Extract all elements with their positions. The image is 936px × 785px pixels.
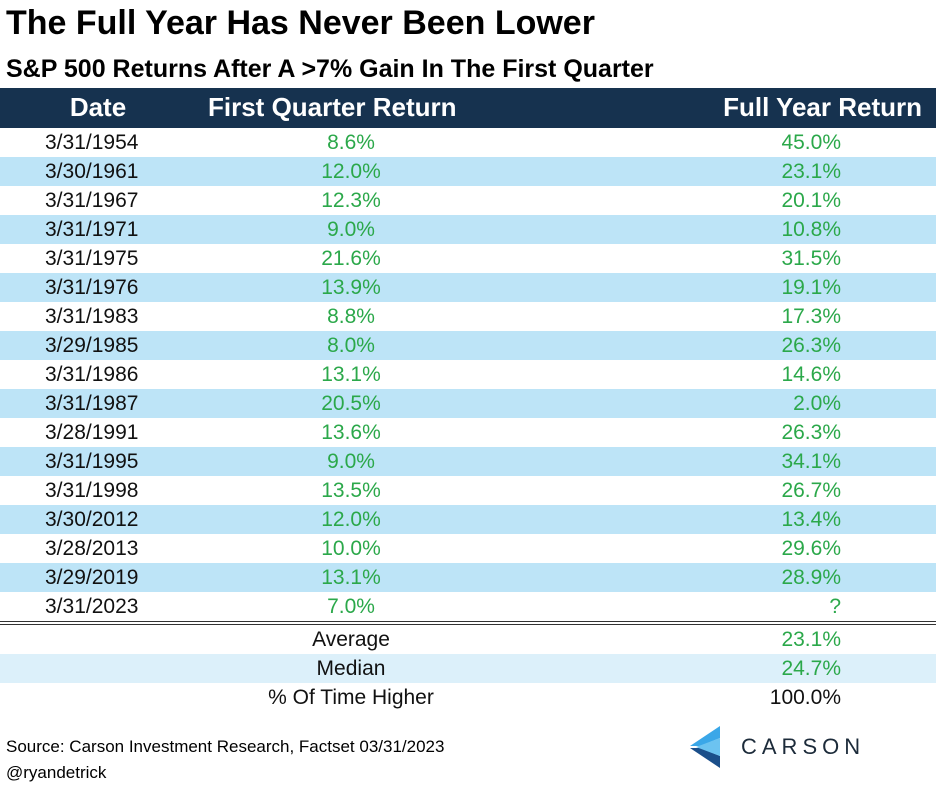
first-quarter-return-cell: 13.1% [321,363,381,386]
table-row: 3/31/1976 13.9% 19.1% [0,273,936,302]
date-cell: 3/31/1986 [45,363,139,386]
summary-label: % Of Time Higher [268,686,434,709]
summary-value: 24.7% [506,654,936,683]
full-year-return-cell: 34.1% [506,447,936,476]
date-cell: 3/31/1998 [45,479,139,502]
first-quarter-return-cell: 20.5% [196,389,506,418]
full-year-return-cell: ? [829,595,841,618]
source-note: Source: Carson Investment Research, Fact… [6,737,445,756]
first-quarter-return-cell: 13.5% [321,479,381,502]
table-row: 3/29/1985 8.0% 26.3% [0,331,936,360]
summary-spacer [0,621,196,654]
summary-row: % Of Time Higher 100.0% [0,683,936,712]
date-cell: 3/30/1961 [0,157,196,186]
date-cell: 3/31/1954 [0,126,196,157]
date-cell: 3/28/2013 [45,537,139,560]
first-quarter-return-cell: 8.6% [196,126,506,157]
summary-spacer [0,683,196,712]
summary-label: Average [196,621,506,654]
full-year-return-cell: 26.7% [781,479,841,502]
carson-logo-icon [690,726,720,768]
summary-section: Average 23.1% Median 24.7% % Of Time Higher 1… [0,621,936,712]
table-row: 3/31/1954 8.6% 45.0% [0,126,936,157]
returns-table: Date First Quarter Return Full Year Retu… [0,88,936,712]
full-year-return-cell: 29.6% [781,537,841,560]
full-year-return-cell: 2.0% [506,389,936,418]
full-year-return-cell: 26.3% [506,331,936,360]
first-quarter-return-cell: 12.3% [321,189,381,212]
date-cell: 3/31/1987 [0,389,196,418]
column-header-date: Date [0,88,196,127]
column-header-full-year: Full Year Return [506,88,936,127]
first-quarter-return-cell: 10.0% [321,537,381,560]
date-cell: 3/31/1976 [0,273,196,302]
first-quarter-return-cell: 21.6% [321,247,381,270]
full-year-return-cell: 17.3% [781,305,841,328]
first-quarter-return-cell: 9.0% [196,215,506,244]
date-cell: 3/31/1995 [0,447,196,476]
table-row: 3/31/2023 7.0%? [0,592,936,623]
first-quarter-return-cell: 13.6% [321,421,381,444]
date-cell: 3/28/1991 [45,421,139,444]
first-quarter-return-cell: 12.0% [196,157,506,186]
table-row: 3/31/1995 9.0% 34.1% [0,447,936,476]
first-quarter-return-cell: 13.9% [196,273,506,302]
date-cell: 3/31/1983 [45,305,139,328]
first-quarter-return-cell: 8.0% [196,331,506,360]
author-handle: @ryandetrick [6,763,107,782]
full-year-return-cell: 23.1% [506,157,936,186]
full-year-return-cell: 10.8% [506,215,936,244]
full-year-return-cell: 20.1% [781,189,841,212]
full-year-return-cell: 28.9% [506,563,936,592]
date-cell: 3/29/2019 [0,563,196,592]
date-cell: 3/31/2023 [45,595,139,618]
date-cell: 3/31/1975 [45,247,139,270]
first-quarter-return-cell: 12.0% [196,505,506,534]
table-row: 3/29/2019 13.1% 28.9% [0,563,936,592]
summary-row: Average 23.1% [0,621,936,654]
table-row: 3/30/1961 12.0% 23.1% [0,157,936,186]
table-row: 3/31/1983 8.8% 17.3% [0,302,936,331]
first-quarter-return-cell: 9.0% [196,447,506,476]
table-row: 3/31/1967 12.3% 20.1% [0,186,936,215]
date-cell: 3/29/1985 [0,331,196,360]
table-row: 3/31/1987 20.5% 2.0% [0,389,936,418]
table-row: 3/31/1971 9.0% 10.8% [0,215,936,244]
full-year-return-cell: 45.0% [506,126,936,157]
date-cell: 3/31/1967 [45,189,139,212]
summary-row: Median 24.7% [0,654,936,683]
full-year-return-cell: 19.1% [506,273,936,302]
table-row: 3/30/2012 12.0% 13.4% [0,505,936,534]
full-year-return-cell: 14.6% [781,363,841,386]
table-row: 3/28/1991 13.6% 26.3% [0,418,936,447]
table-row: 3/31/1975 21.6% 31.5% [0,244,936,273]
header-row: Date First Quarter Return Full Year Retu… [0,88,936,127]
first-quarter-return-cell: 8.8% [327,305,375,328]
carson-logo-text: CARSON [741,734,866,759]
table-row: 3/31/1998 13.5% 26.7% [0,476,936,505]
full-year-return-cell: 26.3% [781,421,841,444]
column-header-first-quarter: First Quarter Return [196,88,506,127]
date-cell: 3/31/1971 [0,215,196,244]
table-row: 3/31/1986 13.1% 14.6% [0,360,936,389]
date-cell: 3/30/2012 [0,505,196,534]
summary-label: Median [196,654,506,683]
summary-spacer [0,654,196,683]
chart-title: The Full Year Has Never Been Lower [6,4,595,42]
summary-value: 23.1% [506,621,936,654]
table-row: 3/28/2013 10.0% 29.6% [0,534,936,563]
full-year-return-cell: 31.5% [781,247,841,270]
first-quarter-return-cell: 7.0% [327,595,375,618]
chart-subtitle: S&P 500 Returns After A >7% Gain In The … [6,55,654,83]
summary-value: 100.0% [769,686,841,709]
full-year-return-cell: 13.4% [506,505,936,534]
first-quarter-return-cell: 13.1% [196,563,506,592]
table-body: 3/31/1954 8.6% 45.0% 3/30/1961 12.0% 23.1% 3/3… [0,126,936,623]
